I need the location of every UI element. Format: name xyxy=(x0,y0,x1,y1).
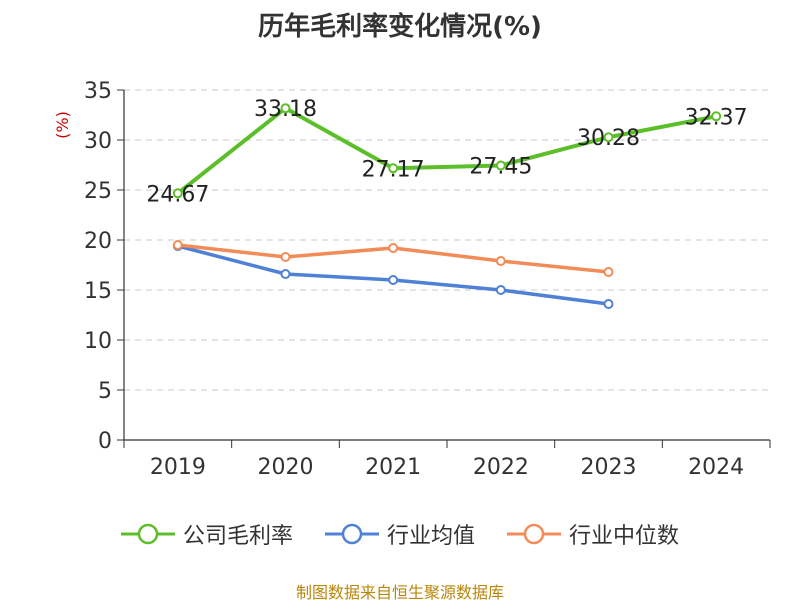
x-tick-label: 2022 xyxy=(473,455,529,480)
data-point xyxy=(603,132,614,143)
legend-label: 行业中位数 xyxy=(569,524,680,549)
data-point xyxy=(280,252,291,262)
y-tick-label: 20 xyxy=(84,229,112,254)
data-label: 32.37 xyxy=(685,105,748,130)
legend-label: 行业均值 xyxy=(386,524,475,549)
data-point xyxy=(603,267,614,277)
data-label: 33.18 xyxy=(254,97,317,122)
legend-item[interactable]: 行业均值 xyxy=(324,518,475,550)
x-tick-label: 2021 xyxy=(365,455,421,480)
y-axis-label: (%) xyxy=(53,111,72,139)
data-point xyxy=(172,188,183,199)
data-label: 24.67 xyxy=(146,182,209,207)
data-point xyxy=(280,103,291,114)
data-point xyxy=(388,275,399,285)
legend-item[interactable]: 行业中位数 xyxy=(507,518,679,550)
data-point xyxy=(603,299,614,309)
data-point xyxy=(495,256,506,266)
data-point xyxy=(172,240,183,250)
y-tick-label: 0 xyxy=(98,429,112,454)
data-label: 30.28 xyxy=(577,126,640,151)
data-point xyxy=(388,163,399,174)
x-tick-label: 2020 xyxy=(258,455,314,480)
x-tick-label: 2024 xyxy=(688,455,744,480)
series-line xyxy=(176,106,717,195)
y-tick-label: 15 xyxy=(84,279,112,304)
y-tick-label: 25 xyxy=(84,179,112,204)
data-point xyxy=(280,269,291,279)
y-tick-label: 35 xyxy=(84,79,112,104)
data-point xyxy=(388,243,399,253)
data-point xyxy=(495,285,506,295)
y-tick-label: 30 xyxy=(84,129,112,154)
y-tick-label: 10 xyxy=(84,329,112,354)
chart-title: 历年毛利率变化情况(%) xyxy=(258,12,542,42)
source-footer: 制图数据来自恒生聚源数据库 xyxy=(295,583,504,602)
data-label: 27.45 xyxy=(469,155,532,180)
x-tick-label: 2019 xyxy=(150,455,206,480)
legend-marker-icon xyxy=(120,523,175,545)
chart-legend: 公司毛利率 行业均值 行业中位数 xyxy=(0,518,800,550)
data-label: 27.17 xyxy=(362,157,425,182)
legend-item[interactable]: 公司毛利率 xyxy=(120,518,293,550)
data-point xyxy=(495,160,506,171)
data-point xyxy=(711,111,722,122)
legend-marker-icon xyxy=(324,523,379,545)
x-tick-label: 2023 xyxy=(581,455,637,480)
legend-label: 公司毛利率 xyxy=(182,524,293,549)
legend-marker-icon xyxy=(507,523,561,545)
y-tick-label: 5 xyxy=(98,379,112,404)
